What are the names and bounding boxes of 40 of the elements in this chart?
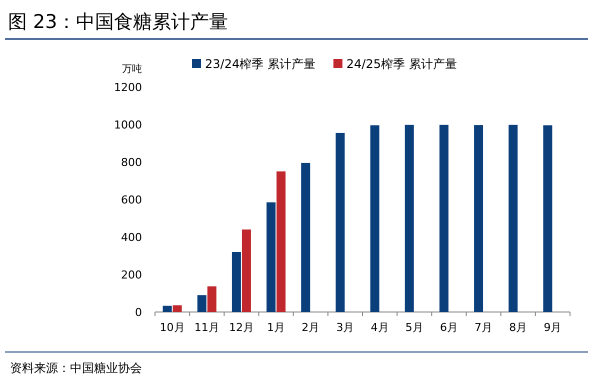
bar xyxy=(543,125,552,312)
x-tick-label: 10月 xyxy=(160,321,185,334)
bar xyxy=(197,295,206,312)
bar xyxy=(232,252,241,312)
y-axis-title: 万吨 xyxy=(122,63,142,75)
bar xyxy=(276,171,286,312)
bar xyxy=(370,125,380,312)
bar xyxy=(474,125,484,312)
bar xyxy=(266,202,276,312)
x-tick-label: 7月 xyxy=(474,321,493,334)
bar xyxy=(162,306,172,312)
bar xyxy=(508,124,518,312)
y-tick-label: 600 xyxy=(121,194,142,206)
bar xyxy=(336,132,345,312)
x-tick-label: 5月 xyxy=(405,321,424,334)
x-tick-label: 6月 xyxy=(440,321,458,334)
y-tick-label: 0 xyxy=(135,306,142,319)
x-tick-label: 2月 xyxy=(302,321,320,334)
chart-title: 图 23：中国食糖累计产量 xyxy=(8,11,228,33)
bar xyxy=(172,305,182,312)
y-tick-label: 1000 xyxy=(114,118,142,132)
x-tick-label: 3月 xyxy=(336,321,354,334)
x-tick-label: 12月 xyxy=(228,321,254,334)
bar xyxy=(439,124,448,312)
text: 资料来源：中国糖业协会 xyxy=(10,361,142,375)
x-tick-label: 11月 xyxy=(194,321,220,334)
legend-label: 24/25榨季 累计产量 xyxy=(346,57,457,71)
bar xyxy=(404,124,414,312)
bar xyxy=(207,286,216,312)
y-tick-label: 1200 xyxy=(114,81,142,94)
x-tick-label: 8月 xyxy=(509,321,528,334)
x-tick-label: 4月 xyxy=(370,321,389,334)
legend-label: 23/24榨季 累计产量 xyxy=(205,57,316,71)
x-tick-label: 9月 xyxy=(544,321,562,334)
y-tick-label: 400 xyxy=(121,231,142,244)
y-tick-label: 200 xyxy=(121,268,142,282)
bar xyxy=(242,230,251,312)
bar xyxy=(301,162,310,312)
x-tick-label: 1月 xyxy=(267,321,286,334)
y-tick-label: 800 xyxy=(121,156,142,169)
